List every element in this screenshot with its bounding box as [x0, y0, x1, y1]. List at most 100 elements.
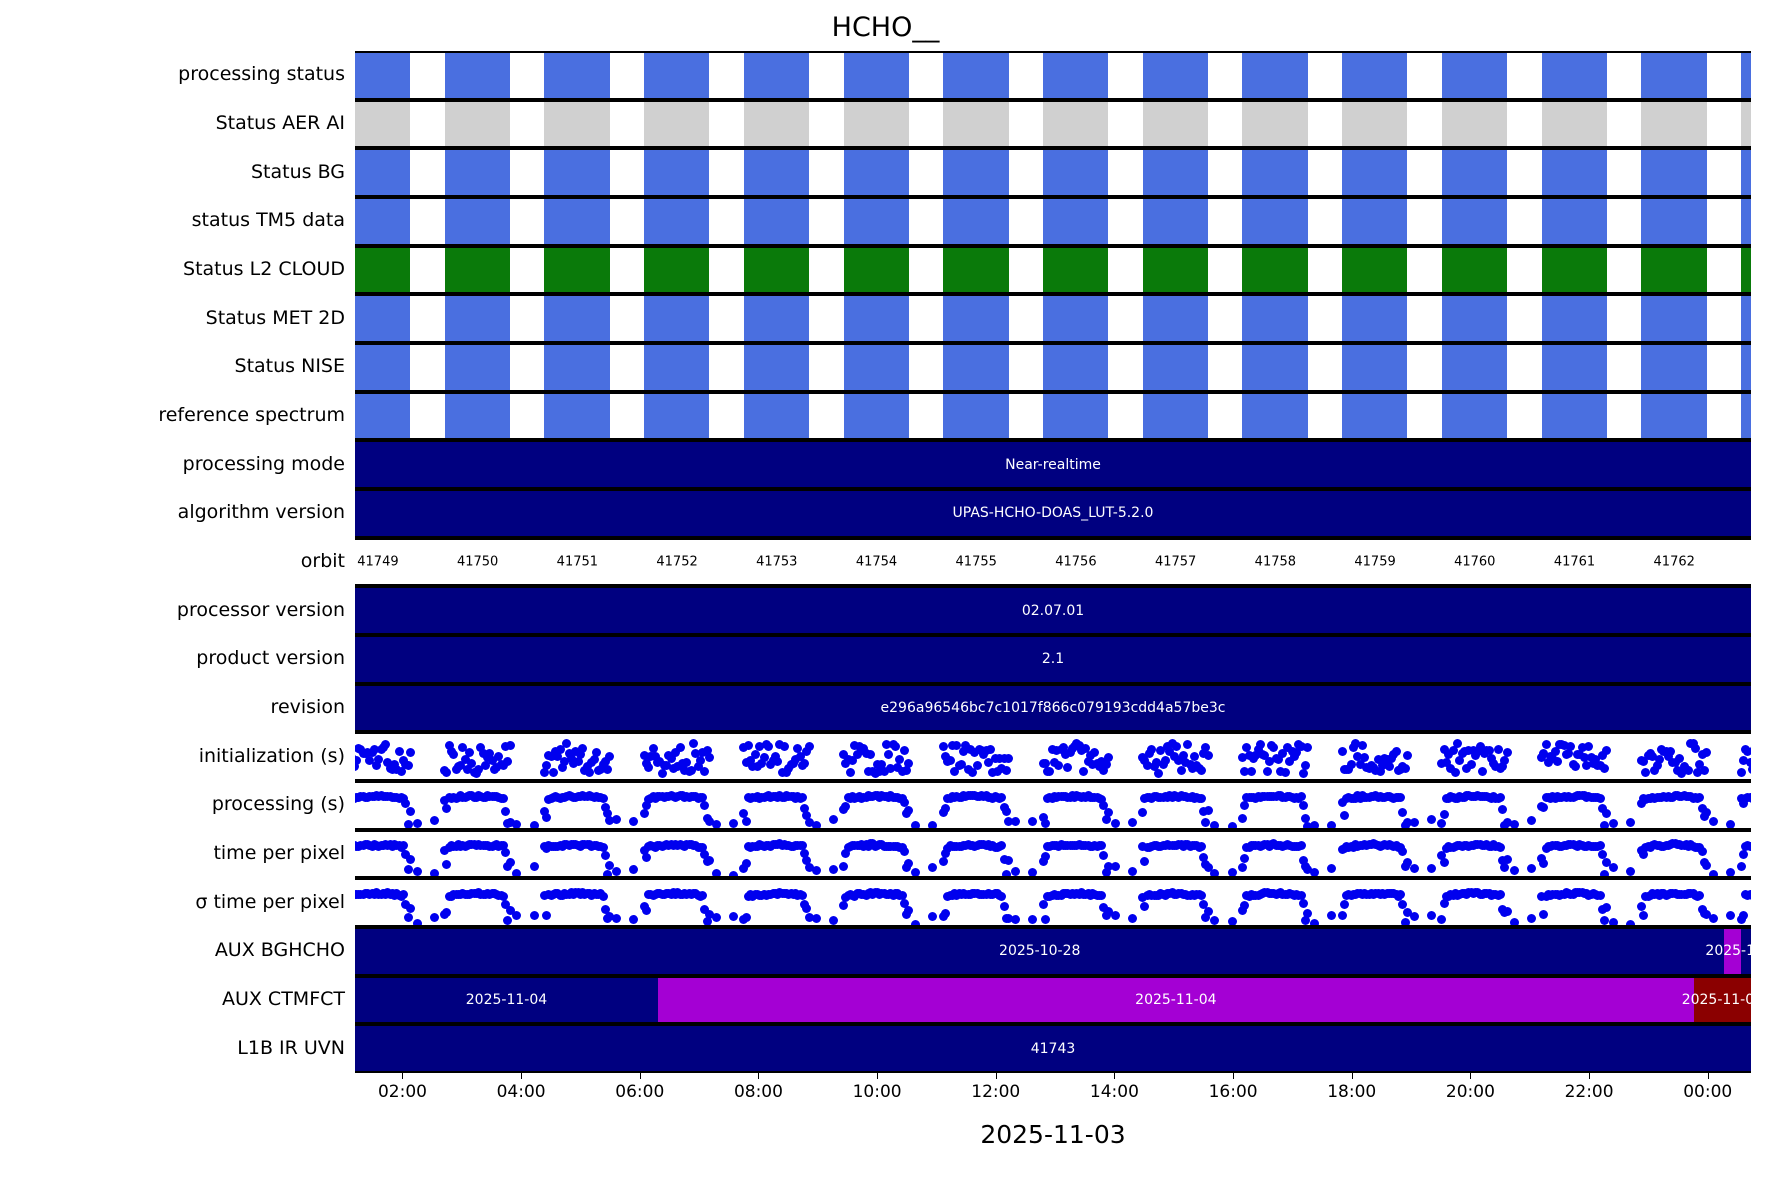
scatter-point: [698, 792, 708, 802]
scatter-point: [938, 742, 948, 752]
scatter-point: [1028, 914, 1038, 924]
status-stripe: [1641, 101, 1707, 147]
scatter-point: [1227, 867, 1237, 877]
scatter-point: [800, 804, 810, 814]
status-stripe: [1541, 247, 1607, 293]
scatter-point: [412, 918, 422, 925]
status-stripe: [1541, 393, 1607, 439]
row-label: processor version: [176, 598, 345, 621]
status-stripe: [1043, 101, 1109, 147]
scatter-point: [828, 814, 838, 824]
row-label: initialization (s): [198, 744, 345, 767]
scatter-point: [578, 744, 588, 754]
x-axis: 02:00 04:00 06:00 08:00 10:00 12:00 14:00 16:00…: [355, 1073, 1751, 1133]
scatter-point: [1101, 867, 1111, 877]
scatter-point: [752, 762, 762, 772]
scatter-point: [1273, 754, 1283, 764]
scatter-point: [605, 911, 615, 921]
axis-tick: [1114, 1073, 1116, 1079]
scatter-point: [1065, 748, 1075, 758]
scatter-point: [1396, 842, 1406, 852]
scatter-point: [1400, 763, 1410, 773]
scatter-point: [566, 753, 576, 763]
scatter-point: [1253, 744, 1263, 754]
scatter-point: [1040, 818, 1050, 828]
timeline-row: [355, 245, 1751, 295]
scatter-point: [456, 761, 465, 771]
solid-band: Near-realtime: [355, 442, 1751, 487]
scatter-point: [1539, 748, 1549, 758]
scatter-point: [1038, 813, 1048, 823]
scatter-point: [704, 752, 714, 762]
scatter-point: [1384, 762, 1394, 771]
scatter-point: [1088, 759, 1098, 769]
scatter-point: [1738, 755, 1748, 765]
scatter-point: [548, 767, 558, 777]
scatter-point: [893, 763, 903, 773]
status-stripe: [1142, 345, 1209, 390]
scatter-point: [1427, 864, 1437, 874]
status-stripe: [943, 393, 1009, 439]
scatter-point: [1178, 750, 1188, 760]
status-stripe: [644, 296, 710, 341]
solid-band: 2.1: [355, 637, 1751, 682]
scatter-point: [1327, 820, 1337, 828]
scatter-point: [1127, 913, 1137, 923]
scatter-point: [403, 760, 413, 770]
scatter-point: [746, 756, 756, 766]
scatter-point: [1736, 861, 1746, 871]
status-stripe: [544, 199, 610, 244]
scatter-point: [1709, 870, 1718, 877]
scatter-point: [1439, 858, 1449, 868]
scatter-point: [1103, 861, 1113, 871]
scatter-point: [1004, 855, 1014, 865]
scatter-point: [1373, 754, 1383, 764]
scatter-point: [828, 865, 838, 875]
scatter-point: [1602, 745, 1612, 755]
scatter-point: [1726, 911, 1736, 921]
scatter-point: [845, 767, 855, 777]
status-stripe: [1641, 393, 1707, 439]
scatter-point: [1736, 793, 1746, 803]
scatter-point: [804, 913, 814, 923]
scatter-point: [928, 912, 938, 922]
scatter-point: [1437, 819, 1447, 828]
scatter-point: [804, 741, 814, 751]
row-label: σ time per pixel: [195, 890, 345, 913]
scatter-point: [1495, 792, 1505, 802]
timeline-row: [355, 99, 1751, 149]
status-stripe: [355, 247, 411, 293]
scatter-point: [478, 749, 488, 759]
scatter-point: [1375, 766, 1385, 776]
scatter-point: [560, 757, 570, 767]
status-stripe: [943, 150, 1009, 195]
scatter-point: [1736, 768, 1746, 778]
scatter-point: [1391, 746, 1401, 756]
orbit-track: 41749 41750 41751 41752 41753 41754 41755 41756…: [355, 539, 1751, 585]
scatter-point: [1650, 766, 1660, 776]
scatter-point: [997, 891, 1007, 901]
scatter-point: [429, 815, 439, 825]
scatter-point: [600, 803, 610, 813]
scatter-point: [1301, 813, 1311, 823]
scatter-point: [804, 817, 814, 827]
scatter-point: [498, 841, 508, 850]
scatter-point: [605, 816, 615, 826]
scatter-point: [839, 749, 849, 759]
status-stripe: [1541, 199, 1607, 244]
scatter-point: [1074, 741, 1084, 751]
scatter-point: [689, 738, 699, 748]
scatter-point: [487, 755, 497, 765]
status-stripe: [1043, 150, 1109, 195]
scatter-point: [959, 746, 969, 756]
status-stripe: [1741, 393, 1751, 439]
scatter-point: [1702, 910, 1712, 920]
scatter-point: [355, 755, 361, 765]
scatter-point: [1409, 864, 1419, 874]
scatter-point: [1666, 746, 1676, 756]
scatter-point: [877, 759, 887, 769]
scatter-point: [501, 807, 511, 817]
scatter-point: [369, 745, 379, 755]
status-stripe: [1441, 53, 1508, 98]
status-stripe: [1741, 199, 1751, 244]
